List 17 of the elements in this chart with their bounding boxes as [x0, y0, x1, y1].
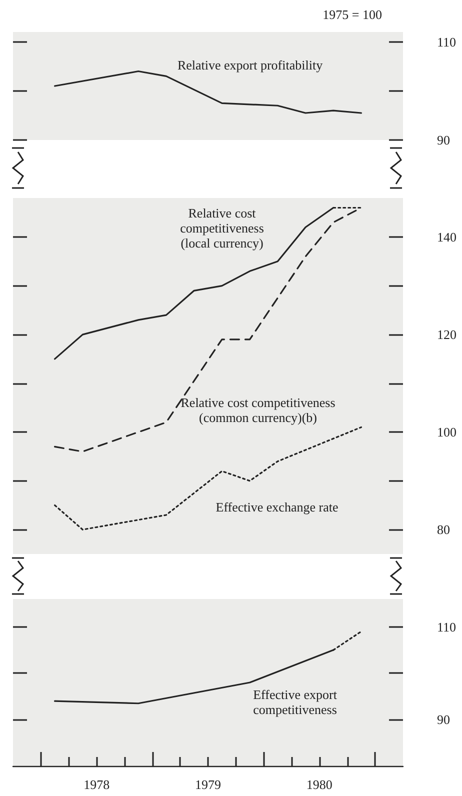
series-label: Effective export competitiveness	[253, 687, 338, 717]
text: 1975 = 100	[322, 7, 382, 22]
x-tick-label: 1980	[306, 777, 332, 792]
series-label: Effective exchange rate	[216, 500, 338, 514]
y-tick-label: 90	[437, 712, 450, 728]
y-tick-label: 140	[437, 230, 456, 245]
y-tick-label: 90	[437, 132, 450, 148]
y-tick-label: 110	[437, 619, 456, 634]
x-tick-label: 1978	[84, 777, 110, 792]
series-label: Relative cost competitiveness (local currency)	[180, 206, 264, 250]
series-label: Relative cost competitiveness (common currency)(b)	[180, 395, 336, 425]
y-tick-label: 110	[437, 34, 456, 50]
x-tick-label: 1979	[195, 777, 221, 792]
y-tick-label: 120	[437, 327, 456, 342]
y-tick-label: 80	[437, 522, 450, 538]
series-label: Relative export profitability	[177, 58, 324, 72]
y-tick-label: 100	[437, 424, 456, 440]
